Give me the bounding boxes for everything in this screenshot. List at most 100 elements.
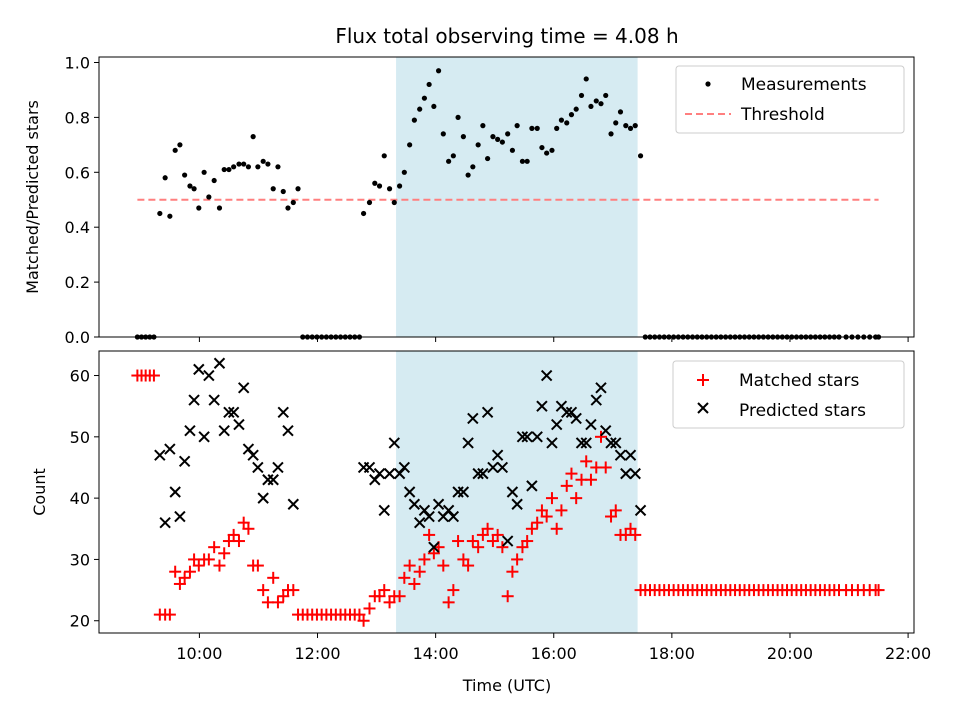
measurement-point	[460, 134, 466, 140]
matched-star-point	[237, 516, 250, 529]
x-axis-label: Time (UTC)	[462, 676, 551, 695]
measurement-point	[495, 136, 501, 142]
measurement-point	[627, 125, 634, 131]
predicted-star-point	[629, 467, 641, 480]
measurement-point	[372, 180, 378, 186]
measurement-point	[191, 186, 197, 192]
measurement-point	[255, 164, 261, 170]
matched-star-point	[413, 565, 426, 578]
matched-star-point	[353, 608, 366, 621]
matched-star-point	[173, 577, 186, 590]
x-axis-ticks: 10:00 12:00 14:00 16:00 18:00 20:00 22:00	[176, 633, 931, 663]
matched-star-point	[218, 547, 231, 560]
matched-star-point	[521, 535, 534, 548]
predicted-star-point	[462, 437, 474, 449]
matched-star-point	[393, 590, 406, 603]
predicted-star-point	[398, 461, 411, 474]
matched-star-point	[267, 571, 280, 584]
measurement-point	[455, 114, 461, 120]
measurement-point	[241, 161, 247, 167]
chart-title: Flux total observing time = 4.08 h	[335, 24, 678, 48]
matched-star-point	[609, 504, 622, 517]
measurement-point	[539, 144, 545, 151]
measurement-point	[583, 76, 589, 82]
matched-star-point	[408, 577, 421, 590]
measurement-point	[490, 134, 496, 140]
measurement-point	[509, 147, 516, 153]
matched-star-point	[584, 473, 597, 486]
matched-star-point	[163, 608, 176, 621]
matched-star-point	[277, 590, 290, 603]
predicted-star-point	[540, 369, 553, 382]
matched-star-point	[629, 528, 642, 541]
predicted-star-point	[477, 467, 489, 480]
predicted-star-point	[481, 406, 494, 419]
predicted-star-point	[423, 510, 435, 523]
matched-star-point	[202, 553, 215, 566]
measurement-point	[505, 131, 511, 137]
matched-star-point	[447, 584, 460, 597]
y-axis-ticks: 0.0 0.2 0.4 0.6 0.8 1.0	[65, 53, 99, 347]
measurement-point	[637, 153, 644, 159]
measurement-point	[613, 120, 619, 126]
predicted-star-point	[457, 486, 470, 498]
measurement-point	[632, 123, 638, 129]
measurement-point	[426, 81, 432, 88]
legend-marker-measurements	[705, 81, 711, 87]
predicted-star-point	[287, 498, 300, 510]
measurement-point	[167, 213, 173, 219]
matched-star-point	[442, 596, 455, 609]
matched-star-point	[213, 559, 226, 572]
predicted-star-point	[403, 486, 416, 498]
matched-star-point	[555, 504, 568, 517]
measurement-point	[514, 123, 520, 129]
measurement-point	[211, 177, 217, 184]
predicted-star-point	[178, 455, 191, 468]
predicted-star-point	[585, 418, 597, 431]
predicted-star-point	[164, 443, 176, 455]
measurement-point	[417, 106, 423, 112]
y-tick-label: 1.0	[65, 53, 90, 72]
predicted-star-point	[432, 498, 445, 510]
matched-star-point	[452, 535, 465, 548]
matched-star-point	[208, 541, 221, 554]
measurement-point	[245, 164, 252, 170]
measurement-point	[182, 172, 188, 178]
measurement-point	[231, 164, 237, 170]
matched-star-point	[550, 522, 563, 535]
y-tick-label: 0.6	[65, 163, 90, 182]
predicted-star-point	[472, 467, 484, 480]
predicted-star-point	[447, 510, 460, 523]
matched-star-point	[624, 522, 637, 535]
matched-star-point	[525, 522, 538, 535]
predicted-star-point	[272, 461, 284, 474]
y-axis-label: Matched/Predicted stars	[23, 100, 42, 294]
predicted-star-point	[184, 424, 196, 437]
measurement-point	[485, 155, 491, 162]
predicted-star-point	[218, 424, 230, 437]
measurement-point	[534, 125, 540, 131]
y-tick-label: 60	[70, 367, 90, 386]
matched-star-point	[271, 596, 284, 609]
measurement-point	[588, 103, 594, 110]
matched-star-point	[491, 528, 504, 541]
measurement-point	[470, 164, 476, 170]
matched-star-point	[373, 590, 386, 603]
legend-label-measurements: Measurements	[741, 75, 867, 95]
measurement-point	[529, 125, 535, 131]
matched-star-point	[580, 455, 593, 468]
panel-star-counts: 20 30 40 50 60 10:00 12:00 14:00 16:00 18:00 20:0…	[30, 350, 931, 695]
matched-star-point	[261, 596, 274, 609]
predicted-star-point	[496, 461, 509, 474]
matched-star-point	[605, 510, 618, 523]
measurement-point	[446, 158, 452, 164]
predicted-star-point	[363, 461, 376, 474]
measurement-point	[407, 142, 413, 148]
measurement-point	[519, 158, 526, 164]
matched-star-point	[378, 584, 391, 597]
measurement-point	[250, 134, 256, 140]
legend-label-predicted: Predicted stars	[739, 401, 866, 421]
measurement-point	[465, 172, 471, 178]
legend-label-matched: Matched stars	[739, 371, 859, 391]
y-tick-label: 20	[70, 612, 90, 631]
